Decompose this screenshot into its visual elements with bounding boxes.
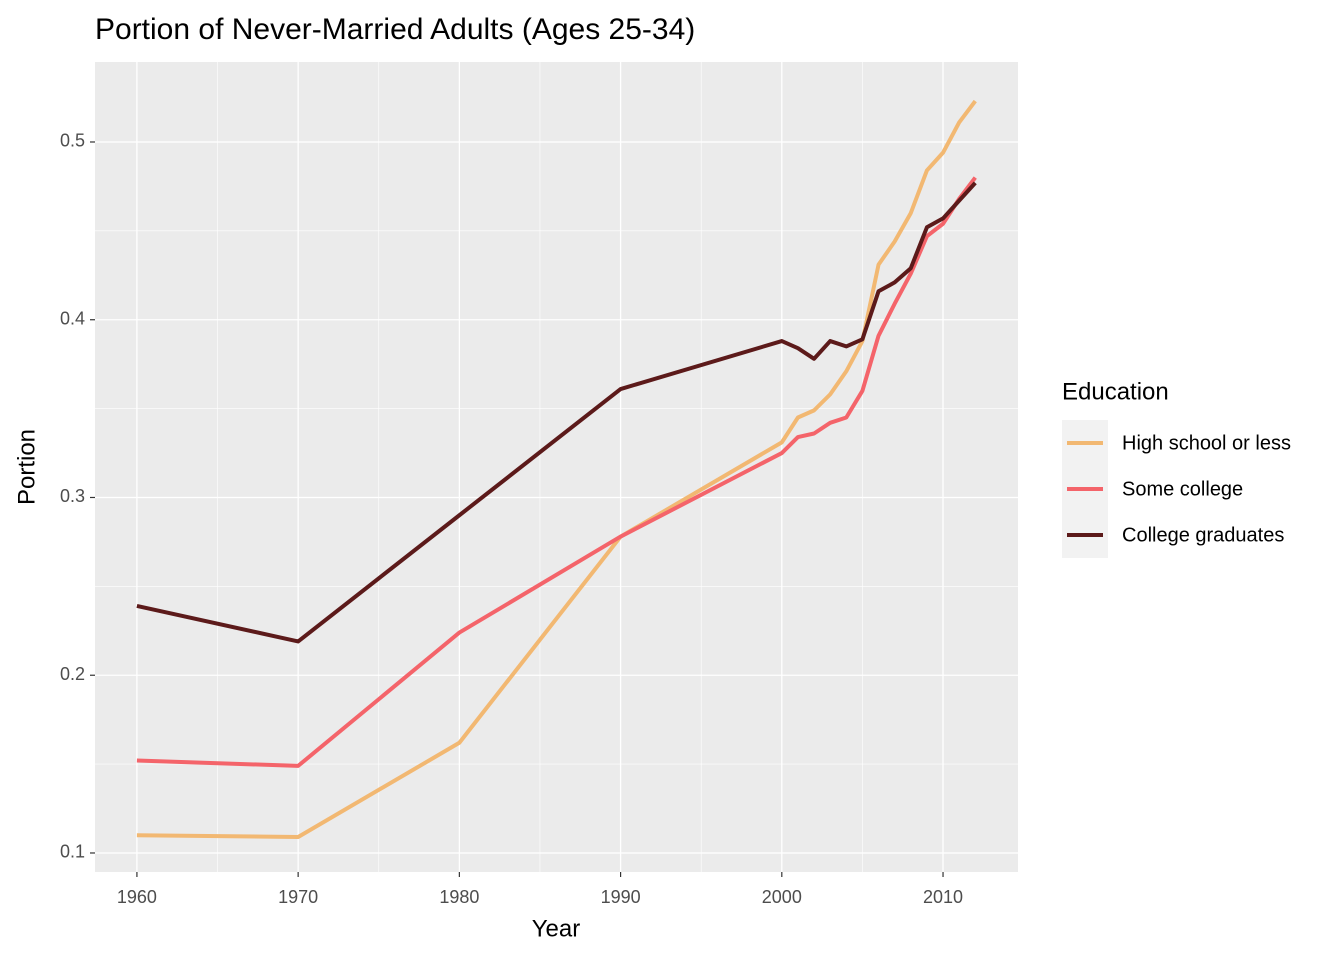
x-tick-label: 1970 xyxy=(278,887,318,907)
series-line xyxy=(136,181,977,644)
x-tick-label: 1990 xyxy=(601,887,641,907)
y-tick-label: 0.1 xyxy=(60,842,85,862)
x-axis-label: Year xyxy=(532,915,581,942)
y-tick-label: 0.2 xyxy=(60,664,85,684)
chart-title: Portion of Never-Married Adults (Ages 25… xyxy=(95,13,695,46)
series-line xyxy=(136,176,977,768)
x-tick-label: 1960 xyxy=(117,887,157,907)
y-tick-label: 0.4 xyxy=(60,308,85,328)
plot-panel xyxy=(95,62,1018,872)
legend-title: Education xyxy=(1062,378,1169,405)
y-tick-label: 0.3 xyxy=(60,486,85,506)
legend-label: Some college xyxy=(1122,478,1243,500)
x-tick-label: 2010 xyxy=(923,887,963,907)
legend-label: High school or less xyxy=(1122,432,1291,454)
x-tick-label: 2000 xyxy=(762,887,802,907)
legend-label: College graduates xyxy=(1122,524,1284,546)
y-tick-label: 0.5 xyxy=(60,131,85,151)
series-line xyxy=(136,99,977,839)
x-tick-label: 1980 xyxy=(439,887,479,907)
y-axis-label: Portion xyxy=(13,429,40,505)
